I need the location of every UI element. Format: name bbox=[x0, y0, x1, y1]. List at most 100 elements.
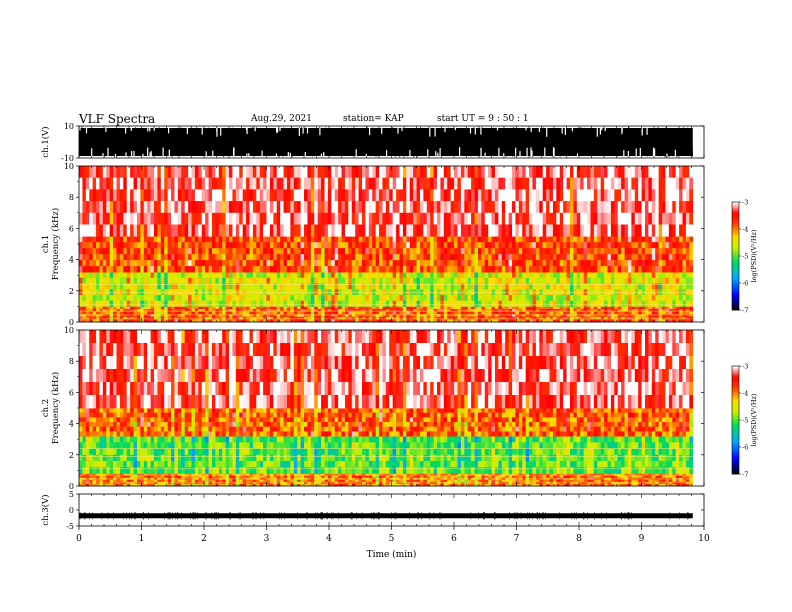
spectrogram-cell bbox=[525, 272, 530, 279]
spectrogram-cell bbox=[440, 224, 445, 237]
spectrogram-cell bbox=[269, 294, 274, 302]
spectrogram-cell bbox=[232, 283, 237, 290]
spectrogram-cell bbox=[556, 319, 561, 323]
spectrogram-cell bbox=[634, 272, 639, 279]
spectrogram-cell bbox=[563, 316, 567, 320]
spectrogram-cell bbox=[181, 189, 186, 202]
spectrogram-cell bbox=[668, 309, 673, 312]
spectrogram-cell bbox=[535, 314, 540, 318]
spectrogram-cell bbox=[252, 177, 257, 190]
spectrogram-cell bbox=[379, 475, 383, 479]
spectrogram-cell bbox=[136, 248, 141, 255]
spectrogram-cell bbox=[460, 475, 465, 479]
spectrogram-cell bbox=[471, 254, 475, 261]
spectrogram-cell bbox=[570, 189, 574, 202]
spectrogram-cell bbox=[474, 311, 479, 315]
spectrogram-cell bbox=[559, 254, 564, 261]
spectrogram-cell bbox=[467, 277, 472, 284]
spectrogram-cell bbox=[211, 473, 216, 476]
spectrogram-cell bbox=[355, 294, 359, 302]
spectrogram-cell bbox=[477, 254, 482, 261]
spectrogram-cell bbox=[310, 319, 315, 323]
spectrogram-cell bbox=[113, 201, 117, 214]
spectrogram-cell bbox=[518, 166, 523, 179]
spectrogram-cell bbox=[457, 201, 462, 214]
spectrogram-cell bbox=[259, 272, 264, 279]
spectrogram-cell bbox=[259, 260, 264, 267]
spectrogram-cell bbox=[310, 242, 315, 249]
spectrogram-cell bbox=[205, 283, 209, 290]
spectrogram-cell bbox=[150, 260, 155, 267]
spectrogram-cell bbox=[491, 473, 496, 476]
spectrogram-cell bbox=[331, 272, 336, 279]
spectrogram-cell bbox=[515, 248, 520, 255]
spectrogram-cell bbox=[222, 266, 227, 273]
spectrogram-cell bbox=[232, 272, 237, 279]
spectrogram-cell bbox=[338, 300, 342, 307]
colorbar-cell bbox=[732, 290, 739, 293]
spectrogram-cell bbox=[587, 294, 591, 302]
spectrogram-cell bbox=[300, 473, 305, 476]
spectrogram-cell bbox=[552, 475, 557, 479]
spectrogram-cell bbox=[171, 177, 175, 190]
spectrogram-cell bbox=[532, 260, 537, 267]
spectrogram-cell bbox=[433, 283, 438, 290]
spectrogram-cell bbox=[269, 277, 274, 284]
spectrogram-cell bbox=[409, 306, 414, 310]
spectrogram-cell bbox=[419, 254, 424, 261]
spectrogram-cell bbox=[188, 314, 192, 318]
spectrogram-cell bbox=[252, 277, 257, 284]
spectrogram-cell bbox=[334, 201, 339, 214]
spectrogram-cell bbox=[126, 316, 131, 320]
spectrogram-cell bbox=[136, 306, 141, 310]
spectrogram-cell bbox=[147, 260, 151, 267]
spectrogram-cell bbox=[106, 212, 111, 225]
spectrogram-cell bbox=[539, 254, 544, 261]
spectrogram-cell bbox=[634, 294, 639, 302]
spectrogram-cell bbox=[269, 254, 274, 261]
spectrogram-cell bbox=[546, 475, 550, 479]
spectrogram-cell bbox=[130, 311, 134, 315]
spectrogram-cell bbox=[685, 473, 690, 476]
spectrogram-cell bbox=[583, 294, 588, 302]
spectrogram-cell bbox=[515, 309, 520, 312]
spectrogram-cell bbox=[218, 475, 223, 479]
spectrogram-cell bbox=[587, 224, 591, 237]
spectrogram-cell bbox=[645, 212, 649, 225]
spectrogram-cell bbox=[208, 236, 213, 243]
spectrogram-cell bbox=[239, 283, 244, 290]
spectrogram-cell bbox=[460, 224, 465, 237]
spectrogram-cell bbox=[218, 316, 223, 320]
spectrogram-cell bbox=[409, 300, 414, 307]
spectrogram-cell bbox=[522, 201, 527, 214]
spectrogram-cell bbox=[171, 316, 175, 320]
spectrogram-cell bbox=[82, 242, 87, 249]
spectrogram-cell bbox=[477, 248, 482, 255]
spectrogram-cell bbox=[239, 306, 244, 310]
spectrogram-cell bbox=[655, 277, 660, 284]
spectrogram-cell bbox=[542, 224, 547, 237]
spectrogram-cell bbox=[491, 242, 496, 249]
spectrogram-cell bbox=[447, 166, 452, 179]
spectrogram-cell bbox=[552, 177, 557, 190]
spectrogram-cell bbox=[593, 248, 598, 255]
spectrogram-cell bbox=[542, 316, 547, 320]
spectrogram-cell bbox=[222, 201, 227, 214]
spectrogram-cell bbox=[566, 283, 571, 290]
spectrogram-cell bbox=[494, 300, 499, 307]
spectrogram-cell bbox=[239, 473, 244, 476]
spectrogram-cell bbox=[535, 177, 540, 190]
spectrogram-cell bbox=[208, 314, 213, 318]
spectrogram-cell bbox=[501, 473, 506, 476]
spectrogram-cell bbox=[651, 224, 656, 237]
spectrogram-cell bbox=[610, 277, 615, 284]
spectrogram-cell bbox=[668, 300, 673, 307]
spectrogram-cell bbox=[638, 319, 642, 323]
spectrogram-cell bbox=[235, 212, 240, 225]
spectrogram-cell bbox=[324, 319, 329, 323]
spectrogram-cell bbox=[283, 236, 288, 243]
spectrogram-cell bbox=[556, 212, 561, 225]
spectrogram-cell bbox=[164, 166, 169, 179]
spectrogram-cell bbox=[239, 177, 244, 190]
spectrogram-cell bbox=[518, 236, 523, 243]
